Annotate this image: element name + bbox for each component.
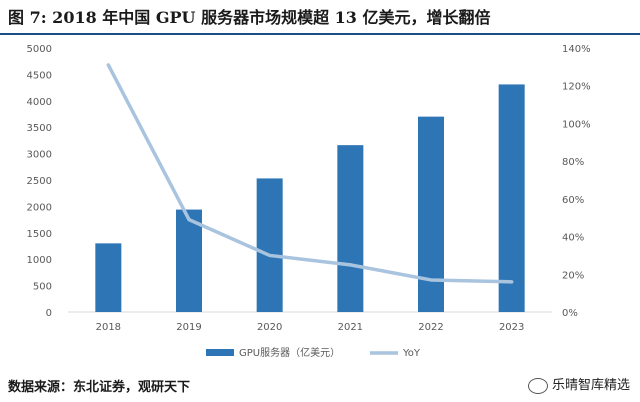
right-tick-label: 60% bbox=[562, 195, 584, 206]
left-tick-label: 5000 bbox=[27, 44, 52, 55]
left-tick-label: 4000 bbox=[27, 97, 52, 108]
yoy-point bbox=[348, 263, 352, 267]
legend-label-line: YoY bbox=[402, 348, 421, 359]
left-tick-label: 4500 bbox=[27, 70, 52, 81]
watermark: 乐晴智库精选 bbox=[527, 374, 630, 398]
bar bbox=[95, 243, 122, 312]
yoy-point bbox=[106, 63, 110, 67]
right-tick-label: 80% bbox=[562, 157, 584, 168]
left-tick-label: 2500 bbox=[27, 176, 52, 187]
category-label: 2019 bbox=[176, 322, 201, 333]
category-label: 2021 bbox=[338, 322, 363, 333]
category-label: 2022 bbox=[418, 322, 443, 333]
yoy-point bbox=[187, 218, 191, 222]
right-tick-label: 140% bbox=[562, 44, 591, 55]
right-tick-label: 100% bbox=[562, 119, 591, 130]
bar bbox=[256, 178, 283, 312]
legend-label-bar: GPU服务器（亿美元） bbox=[239, 346, 340, 359]
bar bbox=[498, 84, 525, 312]
category-label: 2020 bbox=[257, 322, 282, 333]
chart: 0 500 1000 1500 2000 2500 3000 3500 4000 4500 5000… bbox=[27, 44, 591, 359]
bar bbox=[337, 145, 364, 312]
left-tick-label: 1500 bbox=[27, 229, 52, 240]
bar bbox=[176, 209, 202, 312]
title-rule bbox=[0, 33, 640, 35]
source-note: 数据来源：东北证券，观研天下 bbox=[8, 380, 191, 395]
yoy-point bbox=[510, 280, 514, 284]
yoy-point bbox=[429, 278, 433, 282]
watermark-text: 乐晴智库精选 bbox=[551, 378, 630, 393]
left-axis: 0 500 1000 1500 2000 2500 3000 3500 4000 4500 5000 bbox=[27, 44, 52, 319]
left-tick-label: 3500 bbox=[27, 123, 52, 134]
right-tick-label: 120% bbox=[562, 82, 591, 93]
yoy-line bbox=[106, 63, 514, 284]
legend: GPU服务器（亿美元） YoY bbox=[206, 346, 421, 359]
right-axis: 0% 20% 40% 60% 80% 100% 120% 140% bbox=[562, 44, 591, 319]
left-tick-label: 3000 bbox=[27, 150, 52, 161]
legend-swatch-bar bbox=[206, 349, 234, 356]
left-tick-label: 1000 bbox=[27, 255, 52, 266]
yoy-point bbox=[268, 253, 272, 257]
bar-series bbox=[95, 84, 525, 312]
right-tick-label: 40% bbox=[562, 233, 584, 244]
left-tick-label: 500 bbox=[33, 282, 52, 293]
wechat-icon bbox=[527, 378, 548, 394]
bar bbox=[418, 116, 444, 312]
left-tick-label: 0 bbox=[46, 308, 52, 319]
left-tick-label: 2000 bbox=[27, 202, 52, 213]
category-label: 2018 bbox=[96, 322, 121, 333]
right-tick-label: 20% bbox=[562, 270, 584, 281]
x-axis: 2018 2019 2020 2021 2022 2023 bbox=[96, 322, 525, 333]
right-tick-label: 0% bbox=[562, 308, 578, 319]
figure-title: 图 7: 2018 年中国 GPU 服务器市场规模超 13 亿美元，增长翻倍 bbox=[8, 8, 491, 27]
yoy-series bbox=[106, 63, 514, 284]
category-label: 2023 bbox=[499, 322, 524, 333]
